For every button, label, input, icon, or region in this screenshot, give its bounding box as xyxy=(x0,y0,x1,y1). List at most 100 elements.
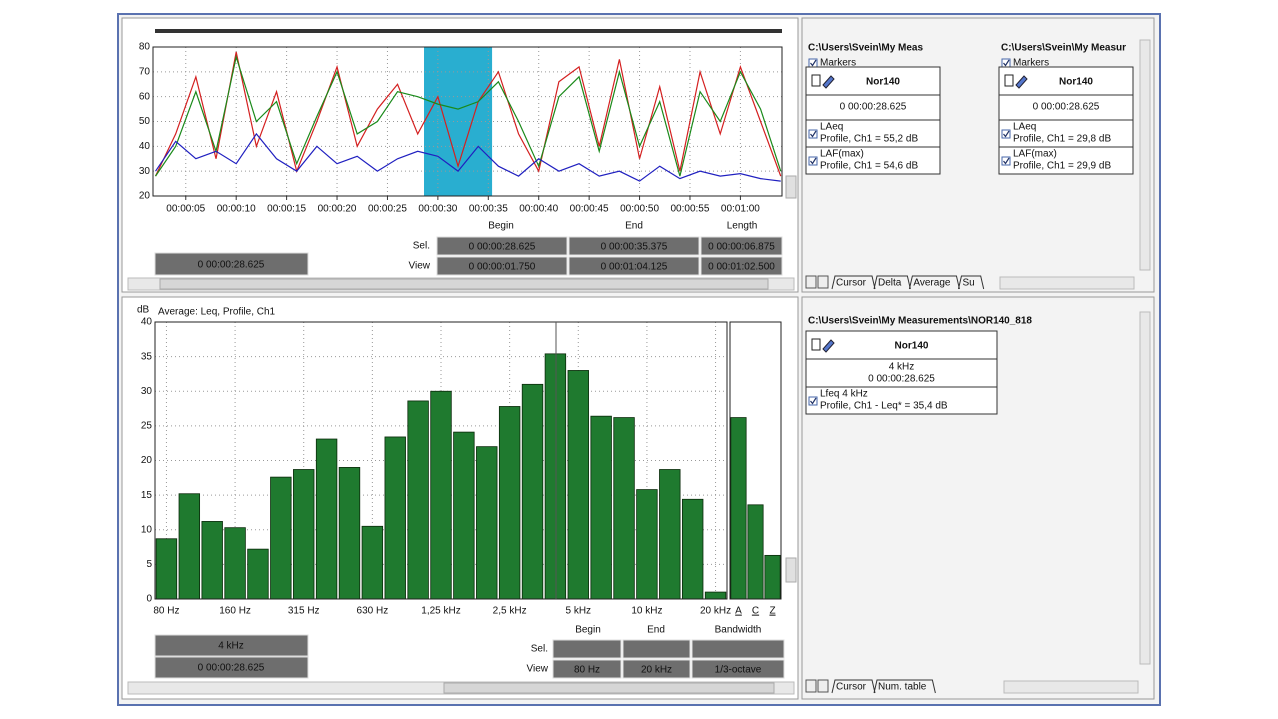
readout xyxy=(154,252,309,276)
x-tick-label: 00:00:20 xyxy=(318,204,357,215)
measurement-path: C:\Users\Svein\My Measur xyxy=(1001,43,1126,54)
readout xyxy=(154,634,309,657)
y-tick-label: 70 xyxy=(139,66,151,77)
cell-text: 0 00:00:28.625 xyxy=(469,242,536,253)
card-time: 0 00:00:28.625 xyxy=(840,102,907,113)
x-tick-label: C xyxy=(752,606,759,617)
markers-label: Markers xyxy=(820,58,856,69)
card-row xyxy=(805,146,941,175)
table-cell xyxy=(552,639,622,659)
table-cell xyxy=(436,256,568,276)
probe-icon xyxy=(1015,75,1028,89)
y-tick-label: 10 xyxy=(141,524,153,535)
cell-text: 0 00:00:01.750 xyxy=(469,262,536,273)
tab-outline xyxy=(957,275,985,290)
cell-text: 80 Hz xyxy=(574,665,600,676)
x-tick-label: 00:00:40 xyxy=(519,204,558,215)
quantity-name: LAF(max) xyxy=(1013,149,1057,160)
v-scrollbar[interactable] xyxy=(1139,39,1151,271)
bar xyxy=(384,436,406,600)
bar xyxy=(567,370,589,600)
quantity-value: Profile, Ch1 = 54,6 dB xyxy=(820,161,918,172)
y-tick-label: 0 xyxy=(146,594,152,605)
tab[interactable]: Su xyxy=(962,278,974,289)
h-scroll-thumb[interactable] xyxy=(159,278,769,290)
y-tick-label: 35 xyxy=(141,351,153,362)
probe-icon xyxy=(822,75,835,89)
card-time xyxy=(805,94,941,121)
bar xyxy=(681,498,704,600)
cell-text: 0 00:01:04.125 xyxy=(601,262,668,273)
cell-text: 1/3-octave xyxy=(715,665,762,676)
y-tick-label: 60 xyxy=(139,91,151,102)
measurement-path: C:\Users\Svein\My Measurements\NOR140_81… xyxy=(808,316,1032,327)
y-tick-label: 80 xyxy=(139,42,151,53)
cursor-readout: 4 kHz xyxy=(218,641,244,652)
tab[interactable]: Cursor xyxy=(836,278,867,289)
y-tick-label: 40 xyxy=(139,141,151,152)
h-scrollbar[interactable] xyxy=(999,276,1135,290)
cell-text: 20 kHz xyxy=(641,665,672,676)
x-tick-label: 00:00:05 xyxy=(166,204,205,215)
card-time xyxy=(998,94,1134,121)
quantity-value: Profile, Ch1 = 29,8 dB xyxy=(1013,134,1111,145)
tab[interactable]: Delta xyxy=(878,278,902,289)
cursor-readout: 0 00:00:28.625 xyxy=(198,260,265,271)
cell-text: 0 00:00:35.375 xyxy=(601,242,668,253)
card-row xyxy=(998,146,1134,175)
x-tick-label: 630 Hz xyxy=(357,606,389,617)
bar xyxy=(659,469,681,600)
bar xyxy=(453,431,475,600)
y-tick-label: 15 xyxy=(141,490,153,501)
device-name: Nor140 xyxy=(866,77,900,88)
table-cell xyxy=(691,659,785,679)
check-mark xyxy=(810,157,817,165)
card-time: 0 00:00:28.625 xyxy=(868,374,935,385)
table-cell xyxy=(700,256,783,276)
y-tick-label: 40 xyxy=(141,317,153,328)
bar xyxy=(338,467,361,600)
card-time: 0 00:00:28.625 xyxy=(1033,102,1100,113)
tab-nav xyxy=(817,679,829,693)
quantity-value: Profile, Ch1 = 29,9 dB xyxy=(1013,161,1111,172)
quantity-value: Profile, Ch1 = 55,2 dB xyxy=(820,134,918,145)
v-scroll-thumb[interactable] xyxy=(785,175,797,199)
table-cell xyxy=(568,256,700,276)
table-header: Bandwidth xyxy=(715,625,762,636)
quantity-value: Profile, Ch1 - Leq* = 35,4 dB xyxy=(820,401,948,412)
x-tick-label: 00:00:30 xyxy=(418,204,457,215)
bar xyxy=(270,476,292,600)
table-header: End xyxy=(625,221,643,232)
h-scroll-thumb[interactable] xyxy=(443,682,775,694)
table-cell xyxy=(552,659,622,679)
card-row xyxy=(805,386,998,415)
v-scrollbar[interactable] xyxy=(1139,311,1151,665)
cell-text: 0 00:00:06.875 xyxy=(708,242,775,253)
check-mark xyxy=(1003,157,1010,165)
bar xyxy=(544,353,567,600)
x-tick-label: 10 kHz xyxy=(631,606,662,617)
y-tick-label: 20 xyxy=(141,455,153,466)
tab[interactable]: Num. table xyxy=(878,682,927,693)
x-tick-label: 1,25 kHz xyxy=(421,606,460,617)
checkbox xyxy=(1001,129,1011,139)
v-scroll-thumb[interactable] xyxy=(785,557,797,583)
table-cell xyxy=(436,236,568,256)
quantity-name: LAF(max) xyxy=(820,149,864,160)
tab[interactable]: Cursor xyxy=(836,682,867,693)
quantity-name: LAeq xyxy=(1013,122,1036,133)
overview-bar xyxy=(155,29,782,33)
chart-title: Average: Leq, Profile, Ch1 xyxy=(158,307,276,318)
check-mark xyxy=(1003,59,1010,67)
tab[interactable]: Average xyxy=(913,278,951,289)
scrollbars xyxy=(127,39,1151,695)
check-mark xyxy=(810,59,817,67)
row-label: Sel. xyxy=(531,644,548,655)
bar xyxy=(315,438,338,600)
plot-frame xyxy=(152,46,783,197)
h-scrollbar[interactable] xyxy=(1003,680,1139,694)
table-cell xyxy=(622,659,691,679)
x-tick-label: 315 Hz xyxy=(288,606,320,617)
bar xyxy=(498,406,521,600)
